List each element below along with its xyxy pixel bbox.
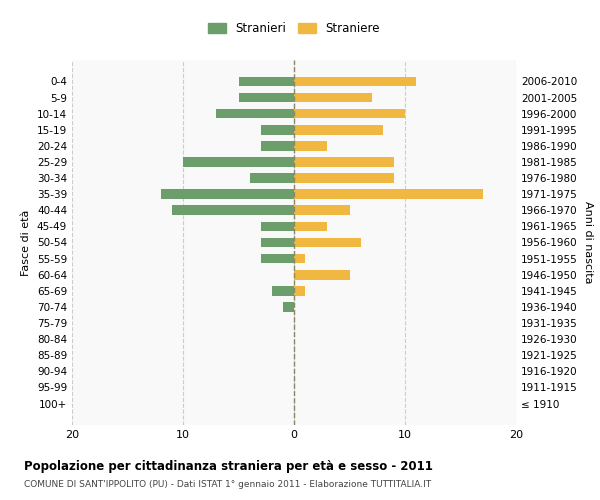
Bar [294,173,394,183]
Bar [172,206,294,215]
Text: Popolazione per cittadinanza straniera per età e sesso - 2011: Popolazione per cittadinanza straniera p… [24,460,433,473]
Bar [294,254,305,264]
Bar [294,125,383,134]
Bar [260,238,294,248]
Bar [260,141,294,150]
Bar [294,76,416,86]
Bar [294,222,328,231]
Bar [239,76,294,86]
Bar [260,125,294,134]
Y-axis label: Fasce di età: Fasce di età [22,210,31,276]
Bar [250,173,294,183]
Text: COMUNE DI SANT'IPPOLITO (PU) - Dati ISTAT 1° gennaio 2011 - Elaborazione TUTTITA: COMUNE DI SANT'IPPOLITO (PU) - Dati ISTA… [24,480,431,489]
Legend: Stranieri, Straniere: Stranieri, Straniere [205,18,383,38]
Bar [294,286,305,296]
Bar [294,270,349,280]
Bar [294,109,405,118]
Bar [272,286,294,296]
Bar [260,222,294,231]
Y-axis label: Anni di nascita: Anni di nascita [583,201,593,284]
Bar [260,254,294,264]
Bar [294,190,483,199]
Bar [294,206,349,215]
Bar [283,302,294,312]
Bar [294,92,372,102]
Bar [183,157,294,167]
Bar [294,157,394,167]
Bar [216,109,294,118]
Bar [239,92,294,102]
Bar [294,238,361,248]
Bar [294,141,328,150]
Bar [161,190,294,199]
